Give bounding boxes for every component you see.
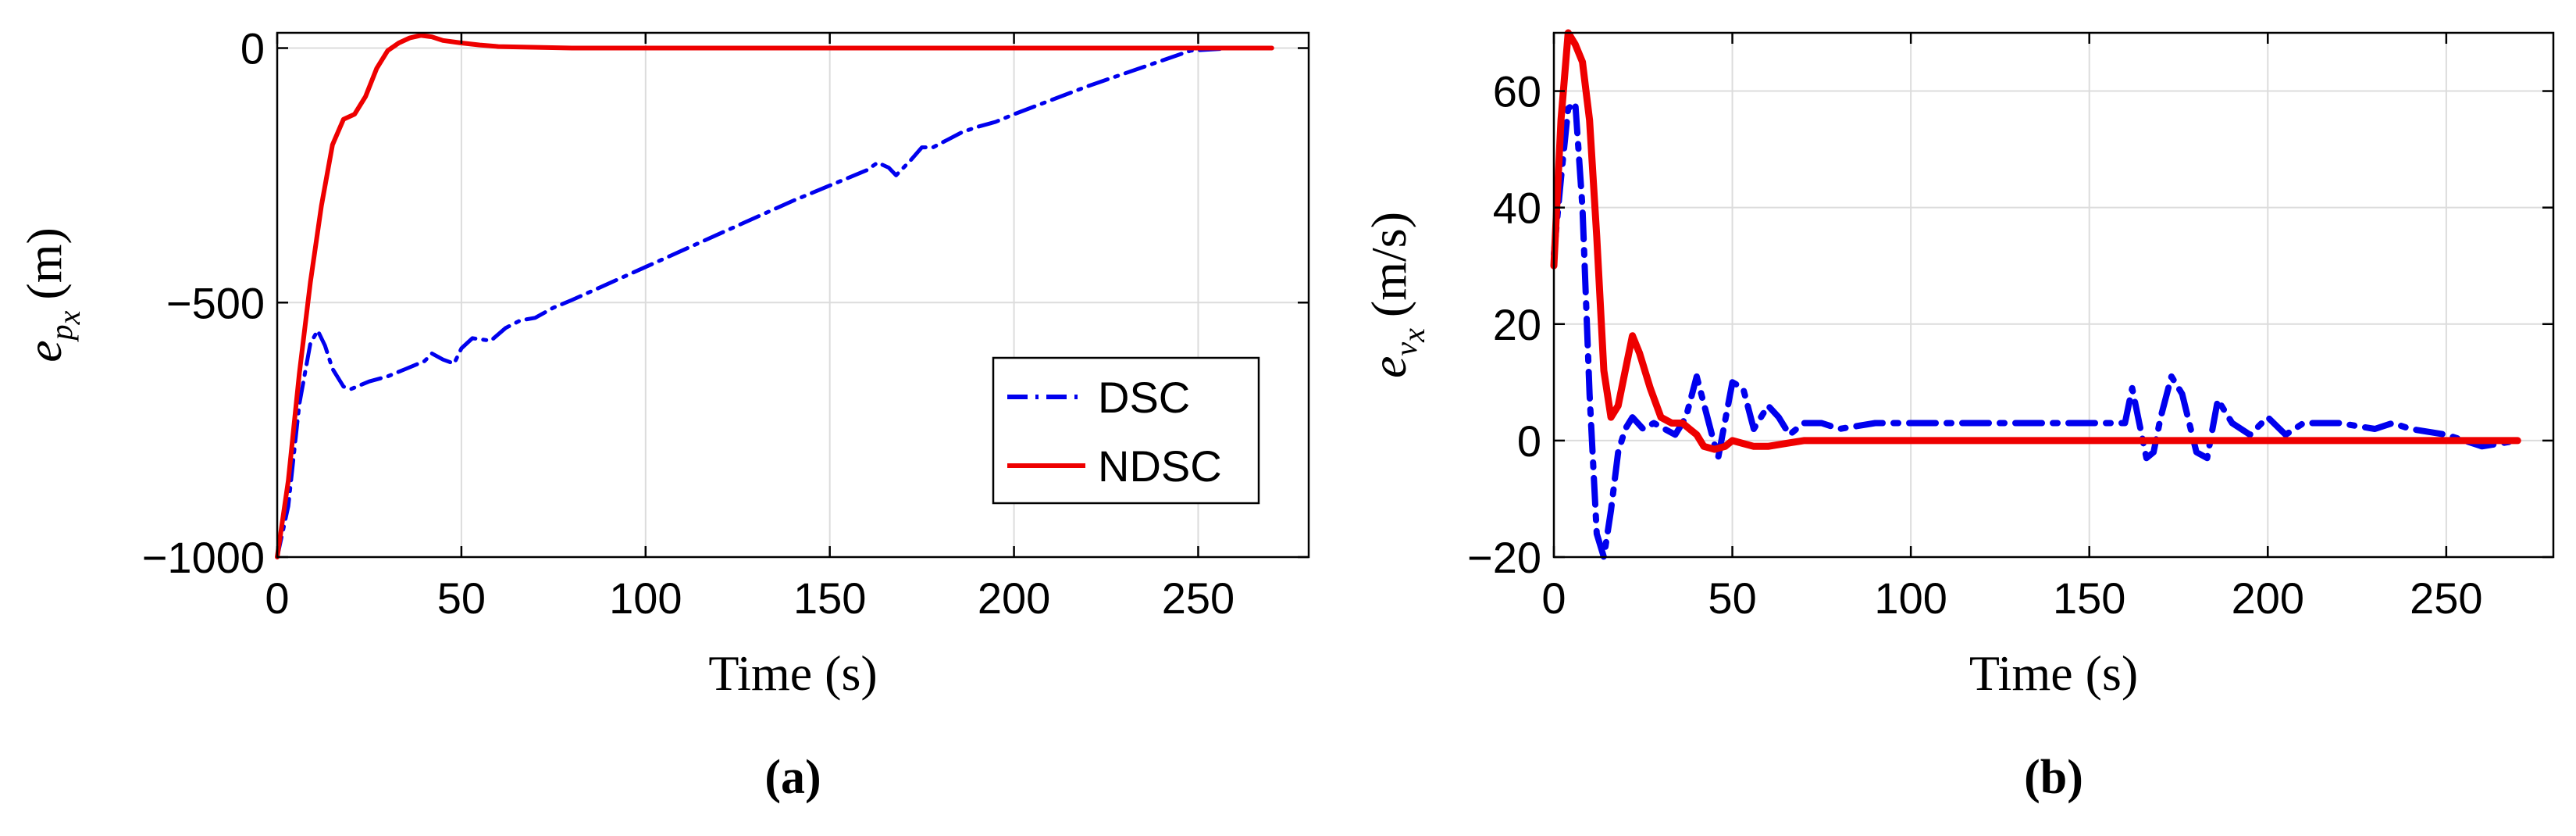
chart-b-xtick-label: 250 [2410, 573, 2482, 623]
chart-b-ytick-label: 60 [1493, 67, 1541, 116]
chart-b-ylabel: evx (m/s) [1361, 212, 1431, 378]
chart-a-legend-label-ndsc: NDSC [1098, 441, 1222, 491]
chart-a-ytick-label: 0 [240, 24, 265, 73]
chart-a-xlabel: Time (s) [708, 645, 877, 701]
chart-a-xtick-label: 0 [265, 573, 289, 623]
chart-b-series-dsc-line [1551, 99, 2521, 560]
chart-a-ylabel-main: e [16, 340, 72, 362]
chart-a-series-dsc-line [275, 46, 1274, 559]
chart-a-ytick-label: −500 [166, 278, 265, 327]
chart-a-xtick-label: 250 [1162, 573, 1235, 623]
chart-a-xtick-label: 50 [437, 573, 486, 623]
chart-b-series [1550, 29, 2521, 560]
chart-a-ylabel-sub: p [44, 324, 79, 342]
chart-a-plot-frame [276, 31, 1310, 559]
chart-a: 0 50 100 150 200 250 0 −500 −1000 Time (s) epx (m… [16, 24, 1310, 804]
chart-b-xtick-label: 200 [2232, 573, 2304, 623]
chart-b-ytick-label: 0 [1517, 416, 1541, 466]
chart-a-panel-label: (a) [764, 751, 821, 804]
chart-b-ylabel-main: e [1361, 356, 1416, 378]
chart-a-series-ndsc-line [275, 33, 1274, 559]
chart-a-xtick-label: 150 [793, 573, 866, 623]
chart-a-legend-label-dsc: DSC [1098, 373, 1190, 422]
chart-b-xtick-label: 0 [1541, 573, 1566, 623]
chart-b-ytick-label: −20 [1467, 533, 1541, 582]
chart-a-ylabel-unit: (m) [16, 227, 72, 299]
chart-b-ytick-label: 40 [1493, 184, 1541, 233]
chart-a-ytick-label: −1000 [142, 533, 265, 582]
chart-b-ylabel-subsub: x [1396, 328, 1431, 343]
chart-a-xtick-label: 200 [978, 573, 1050, 623]
chart-b-ytick-label: 20 [1493, 300, 1541, 349]
chart-a-legend: DSC NDSC [992, 356, 1260, 505]
chart-a-xtick-label: 100 [609, 573, 682, 623]
chart-b-xtick-label: 150 [2053, 573, 2125, 623]
chart-a-ylabel-subsub: x [52, 310, 87, 325]
svg-text:epx(m): epx (m) [16, 227, 87, 363]
chart-b-plot-frame [1552, 31, 2555, 559]
chart-a-legend-box [992, 356, 1260, 505]
chart-a-series [275, 33, 1274, 559]
chart-b-xtick-label: 100 [1874, 573, 1947, 623]
chart-a-ylabel: epx (m) [16, 227, 87, 363]
chart-b-ylabel-sub: v [1388, 342, 1423, 356]
chart-a-ticks: 0 50 100 150 200 250 0 −500 −1000 [142, 24, 1309, 623]
chart-b-grid [1553, 33, 2553, 558]
chart-b-xtick-label: 50 [1708, 573, 1756, 623]
chart-b-xlabel: Time (s) [1969, 645, 2138, 701]
chart-b-ylabel-unit: (m/s) [1361, 212, 1416, 317]
chart-b-series-ndsc-line [1550, 29, 2521, 453]
chart-b-panel-label: (b) [2024, 751, 2083, 804]
svg-text:evx(m/s): evx (m/s) [1361, 212, 1431, 378]
